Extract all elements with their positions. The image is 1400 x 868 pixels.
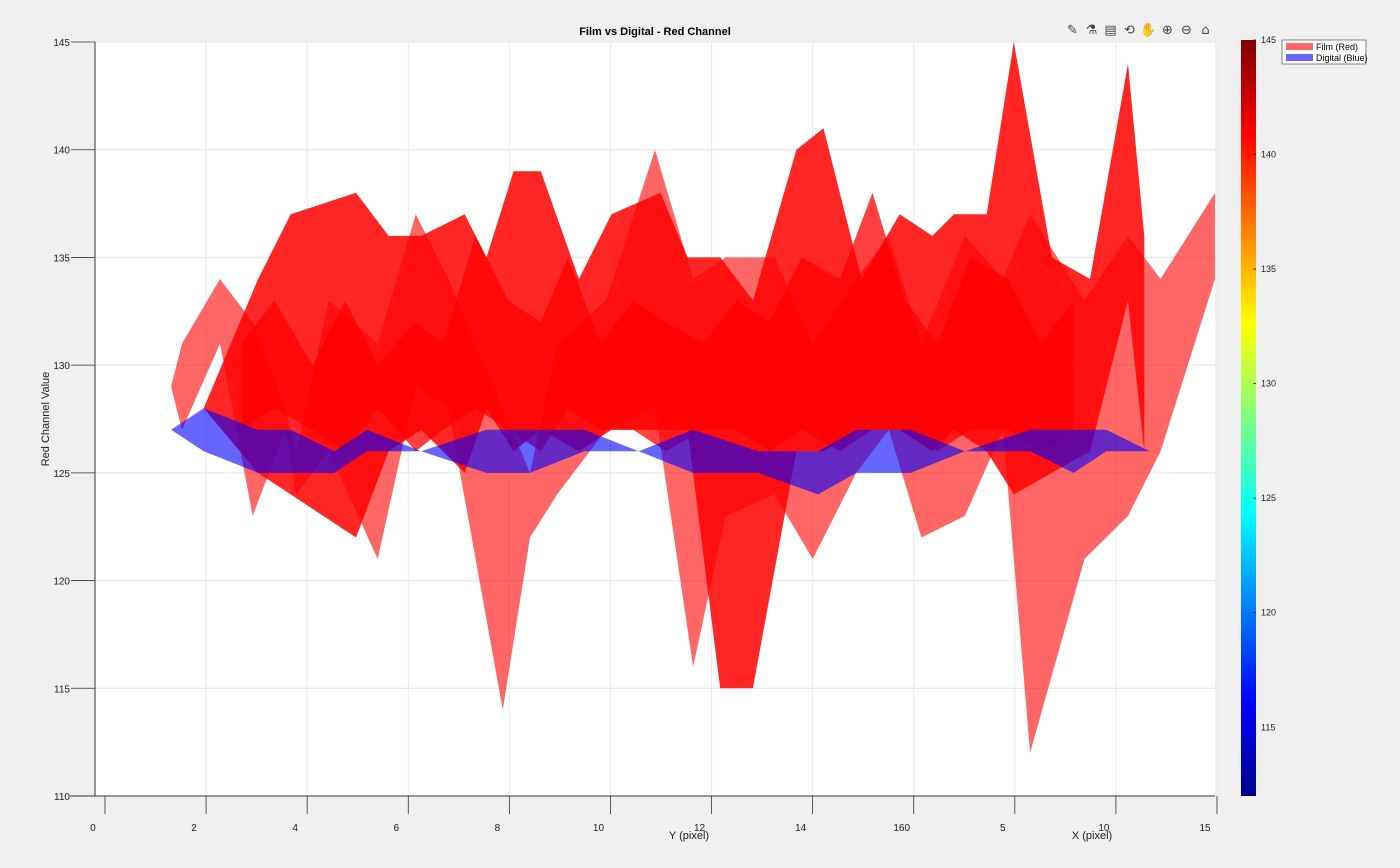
y-tick-label: 120 [53,577,70,588]
colorbar-tick-label: 115 [1261,722,1275,732]
zoom-out-icon[interactable]: ⊖ [1181,22,1192,38]
legend-label-film: Film (Red) [1316,42,1358,52]
y-tick-label: 135 [53,253,70,264]
digital-area-0 [171,408,1194,495]
y-tick-label: 125 [53,469,70,480]
y-tick-label: 110 [54,792,70,803]
colorbar-tick-label: 145 [1261,35,1276,45]
x-tick-label: 5 [1000,823,1006,834]
x-axis-label-y: Y (pixel) [669,830,709,842]
x-tick-label: 2 [191,823,197,834]
brush-icon[interactable]: ✎ [1067,22,1078,38]
home-icon[interactable]: ⌂ [1201,22,1210,38]
colorbar-tick-label: 125 [1261,493,1276,503]
colorbar-tick-label: 130 [1261,379,1276,389]
pan-hand-icon[interactable]: ✋ [1140,22,1157,38]
y-tick-label: 140 [53,146,70,157]
y-axis-label: Red Channel Value [40,372,52,467]
colorbar-tick-label: 140 [1261,150,1276,160]
legend-swatch-digital [1286,54,1313,61]
chart-title: Film vs Digital - Red Channel [579,26,731,38]
x-tick-label: 160 [893,823,910,834]
film-area-2 [241,192,1074,452]
data-tips-icon[interactable]: ⚗ [1085,22,1098,38]
colorbar-tick-label: 135 [1261,264,1276,274]
x-tick-label: 10 [1098,823,1110,834]
legend[interactable]: Film (Red) Digital (Blue) [1281,39,1368,65]
zoom-in-icon[interactable]: ⊕ [1162,22,1173,38]
x-tick-label: 12 [694,823,706,834]
x-tick-label: 10 [593,823,605,834]
x-tick-label: 8 [495,823,501,834]
plot-data [171,42,1216,753]
colorbar: 115 120 125 130 135 140 145 [1241,35,1276,796]
x-tick-label: 0 [90,823,96,834]
rotate-3d-icon[interactable]: ⟲ [1124,22,1135,38]
axes-toolbar: ✎ ⚗ ▤ ⟲ ✋ ⊕ ⊖ ⌂ [1064,20,1214,40]
x-tick-label: 6 [393,823,399,834]
x-axis-label-x: X (pixel) [1072,830,1112,842]
axes: 110 115 120 125 130 135 140 145 0 2 4 6 8 10 12 14 160 5 1… [53,38,1218,834]
legend-swatch-film [1286,43,1313,50]
y-tick-label: 145 [53,38,70,49]
datatip-toggle-icon[interactable]: ▤ [1104,22,1117,38]
x-tick-label: 4 [292,823,298,834]
colorbar-gradient [1241,40,1256,796]
y-tick-label: 115 [54,684,70,695]
colorbar-tick-label: 120 [1261,608,1276,618]
x-tick-label: 14 [795,823,807,834]
x-tick-label: 15 [1199,823,1211,834]
y-tick-label: 130 [53,361,70,372]
legend-label-digital: Digital (Blue) [1316,53,1368,63]
